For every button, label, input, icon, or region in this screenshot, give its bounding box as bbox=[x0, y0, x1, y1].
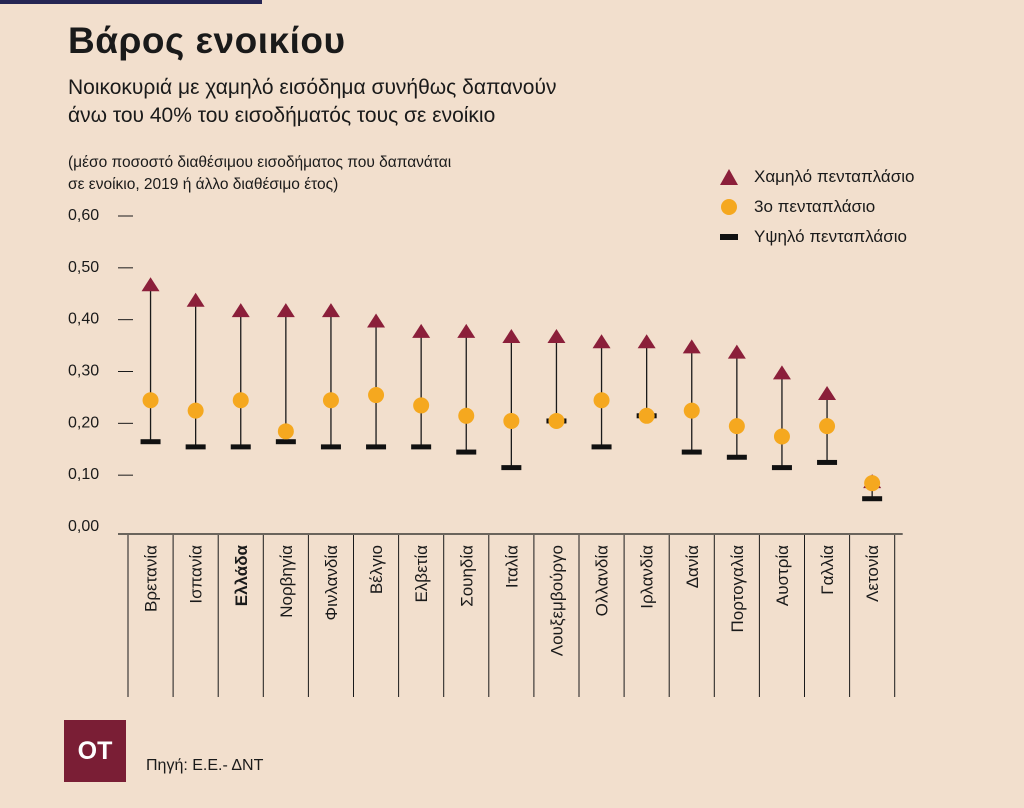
subtitle-line-2: άνω του 40% του εισοδήματός τους σε ενοί… bbox=[68, 104, 496, 127]
low-quintile-mark bbox=[412, 323, 431, 338]
legend-label-low: Χαμηλό πενταπλάσιο bbox=[754, 167, 915, 186]
third-quintile-mark bbox=[548, 412, 565, 429]
high-quintile-mark bbox=[140, 439, 161, 445]
third-quintile-mark bbox=[277, 423, 294, 440]
low-quintile-mark bbox=[592, 334, 611, 349]
high-quintile-mark bbox=[456, 449, 477, 455]
legend-label-third: 3ο πενταπλάσιο bbox=[754, 197, 876, 216]
low-quintile-mark bbox=[727, 344, 746, 359]
third-quintile-mark bbox=[322, 392, 339, 409]
y-tick-label: 0,10 bbox=[68, 466, 99, 483]
legend: Χαμηλό πενταπλάσιο 3ο πενταπλάσιο Υψηλό … bbox=[718, 162, 914, 252]
third-quintile-mark bbox=[683, 402, 700, 419]
category-label: Βέλγιο bbox=[367, 545, 386, 594]
legend-label-high: Υψηλό πενταπλάσιο bbox=[754, 227, 907, 246]
high-quintile-mark bbox=[591, 444, 612, 450]
category-label: Πορτογαλία bbox=[728, 545, 747, 633]
legend-item-low: Χαμηλό πενταπλάσιο bbox=[718, 162, 914, 192]
page-title: Βάρος ενοικίου bbox=[68, 20, 346, 61]
high-quintile-mark bbox=[817, 459, 838, 465]
logo: ΟΤ bbox=[64, 720, 126, 782]
third-quintile-mark bbox=[638, 407, 655, 424]
subtitle-line-1: Νοικοκυριά με χαμηλό εισόδημα συνήθως δα… bbox=[68, 76, 557, 99]
category-label: Δανία bbox=[683, 545, 702, 588]
category-label: Φινλανδία bbox=[322, 545, 341, 621]
category-label: Σουηδία bbox=[457, 545, 476, 607]
third-quintile-mark bbox=[728, 418, 745, 435]
legend-item-high: Υψηλό πενταπλάσιο bbox=[718, 222, 914, 252]
third-quintile-mark bbox=[503, 412, 520, 429]
third-quintile-mark bbox=[593, 392, 610, 409]
high-quintile-mark bbox=[726, 454, 747, 460]
third-quintile-mark bbox=[819, 418, 836, 435]
third-quintile-mark bbox=[413, 397, 430, 414]
legend-item-third: 3ο πενταπλάσιο bbox=[718, 192, 914, 222]
category-label: Βρετανία bbox=[142, 545, 161, 612]
third-quintile-mark bbox=[187, 402, 204, 419]
category-label: Λετονία bbox=[863, 545, 882, 602]
category-label: Γαλλία bbox=[818, 545, 837, 595]
high-quintile-mark bbox=[501, 465, 522, 471]
subtitle: Νοικοκυριά με χαμηλό εισόδημα συνήθως δα… bbox=[68, 74, 748, 130]
low-quintile-mark bbox=[367, 313, 386, 328]
third-quintile-mark bbox=[458, 407, 475, 424]
low-quintile-mark bbox=[682, 339, 701, 354]
category-label: Ισπανία bbox=[187, 545, 206, 604]
third-quintile-mark bbox=[232, 392, 249, 409]
high-quintile-mark bbox=[320, 444, 341, 450]
high-quintile-mark bbox=[681, 449, 702, 455]
dash-icon bbox=[718, 226, 740, 248]
third-quintile-mark bbox=[368, 387, 385, 404]
high-quintile-mark bbox=[185, 444, 206, 450]
low-quintile-mark bbox=[772, 365, 791, 380]
y-tick-label: 0,20 bbox=[68, 414, 99, 431]
category-label: Αυστρία bbox=[773, 545, 792, 606]
low-quintile-mark bbox=[186, 292, 205, 307]
category-label: Ιταλία bbox=[502, 545, 521, 588]
triangle-icon bbox=[718, 166, 740, 188]
circle-icon bbox=[718, 196, 740, 218]
y-tick-label: 0,00 bbox=[68, 518, 99, 535]
third-quintile-mark bbox=[864, 475, 881, 492]
category-label: Ελλάδα bbox=[232, 544, 251, 606]
low-quintile-mark bbox=[502, 329, 521, 344]
y-tick-label: 0,50 bbox=[68, 259, 99, 276]
low-quintile-mark bbox=[637, 334, 656, 349]
low-quintile-mark bbox=[141, 277, 160, 292]
top-rule bbox=[0, 0, 262, 4]
high-quintile-mark bbox=[366, 444, 387, 450]
low-quintile-mark bbox=[457, 323, 476, 338]
category-label: Ελβετία bbox=[412, 545, 431, 603]
chart-note-line-1: (μέσο ποσοστό διαθέσιμου εισοδήματος που… bbox=[68, 154, 452, 171]
y-tick-label: 0,60 bbox=[68, 207, 99, 224]
category-label: Νορβηγία bbox=[277, 545, 296, 618]
category-label: Ολλανδία bbox=[593, 545, 612, 617]
y-tick-label: 0,40 bbox=[68, 311, 99, 328]
third-quintile-mark bbox=[773, 428, 790, 445]
high-quintile-mark bbox=[275, 439, 296, 445]
category-label: Ιρλανδία bbox=[638, 545, 657, 609]
low-quintile-mark bbox=[547, 329, 566, 344]
chart-note-line-2: σε ενοίκιο, 2019 ή άλλο διαθέσιμο έτος) bbox=[68, 176, 339, 193]
high-quintile-mark bbox=[771, 465, 792, 471]
y-tick-label: 0,30 bbox=[68, 363, 99, 380]
category-label: Λουξεμβούργο bbox=[547, 545, 566, 656]
low-quintile-mark bbox=[321, 303, 340, 318]
third-quintile-mark bbox=[142, 392, 159, 409]
low-quintile-mark bbox=[818, 386, 837, 401]
chart-note: (μέσο ποσοστό διαθέσιμου εισοδήματος που… bbox=[68, 152, 628, 196]
source-note: Πηγή: Ε.Ε.- ΔΝΤ bbox=[146, 757, 264, 774]
high-quintile-mark bbox=[862, 496, 883, 502]
high-quintile-mark bbox=[230, 444, 251, 450]
low-quintile-mark bbox=[231, 303, 250, 318]
high-quintile-mark bbox=[411, 444, 432, 450]
low-quintile-mark bbox=[276, 303, 295, 318]
